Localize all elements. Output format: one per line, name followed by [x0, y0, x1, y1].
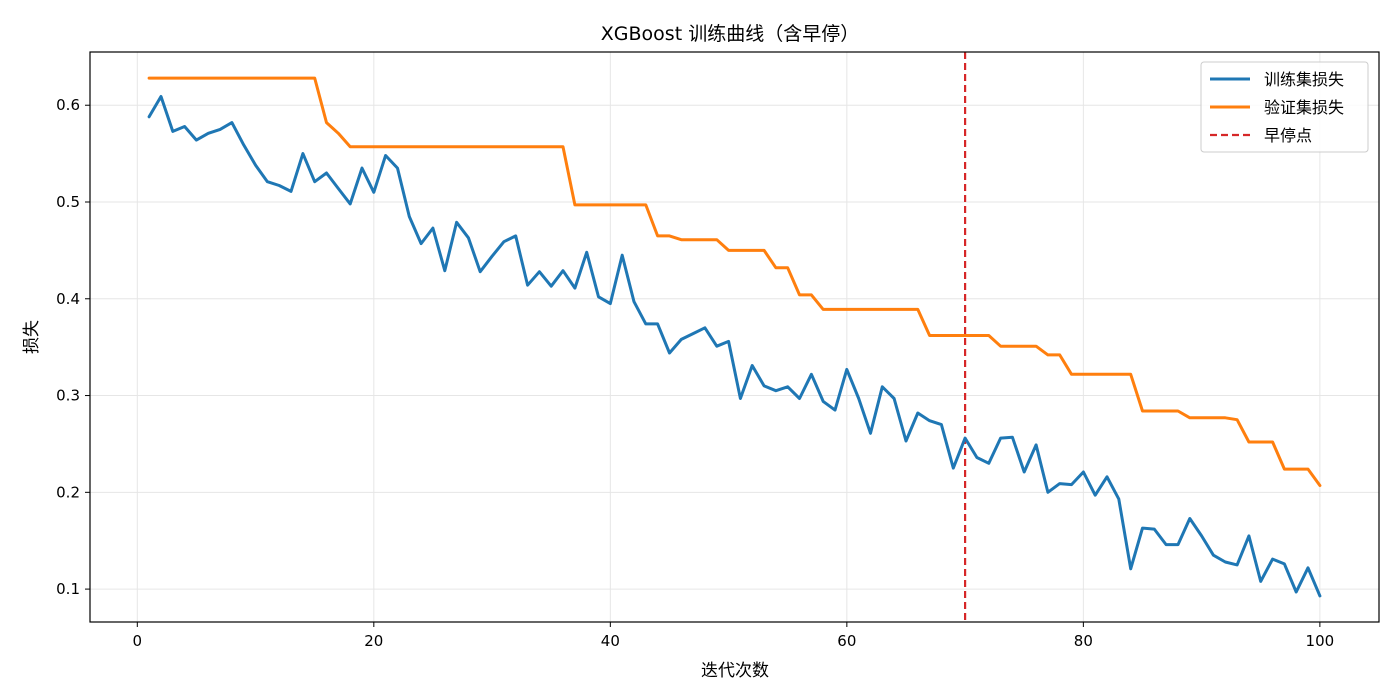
series-lines	[147, 76, 1322, 598]
x-tick-label: 0	[133, 632, 143, 650]
x-tick-label: 20	[364, 632, 383, 650]
legend-box	[1200, 61, 1369, 153]
y-tick-label: 0.4	[56, 290, 80, 308]
x-axis-ticks: 0 20 40 60 80 100	[133, 622, 1335, 650]
legend-label-train: 训练集损失	[1264, 70, 1344, 89]
y-tick-label: 0.6	[56, 96, 80, 114]
y-axis-title: 损失	[22, 320, 42, 354]
y-tick-label: 0.2	[56, 483, 80, 501]
x-tick-label: 80	[1074, 632, 1093, 650]
y-tick-label: 0.5	[56, 193, 80, 211]
x-tick-label: 40	[601, 632, 620, 650]
x-tick-label: 60	[837, 632, 856, 650]
chart-title: XGBoost 训练曲线（含早停）	[601, 23, 859, 45]
x-tick-label: 100	[1306, 632, 1335, 650]
legend-label-val: 验证集损失	[1264, 98, 1344, 117]
y-axis-ticks: 0.1 0.2 0.3 0.4 0.5 0.6	[56, 96, 90, 598]
legend-label-early-stop: 早停点	[1264, 126, 1312, 145]
y-tick-label: 0.1	[56, 580, 80, 598]
y-tick-label: 0.3	[56, 387, 80, 405]
x-axis-title: 迭代次数	[701, 661, 769, 681]
grid-lines	[90, 52, 1379, 622]
train-loss-line	[147, 95, 1322, 598]
plot-frame	[89, 51, 1380, 623]
val-loss-line	[147, 76, 1322, 487]
legend: 训练集损失 验证集损失 早停点	[1200, 61, 1369, 153]
